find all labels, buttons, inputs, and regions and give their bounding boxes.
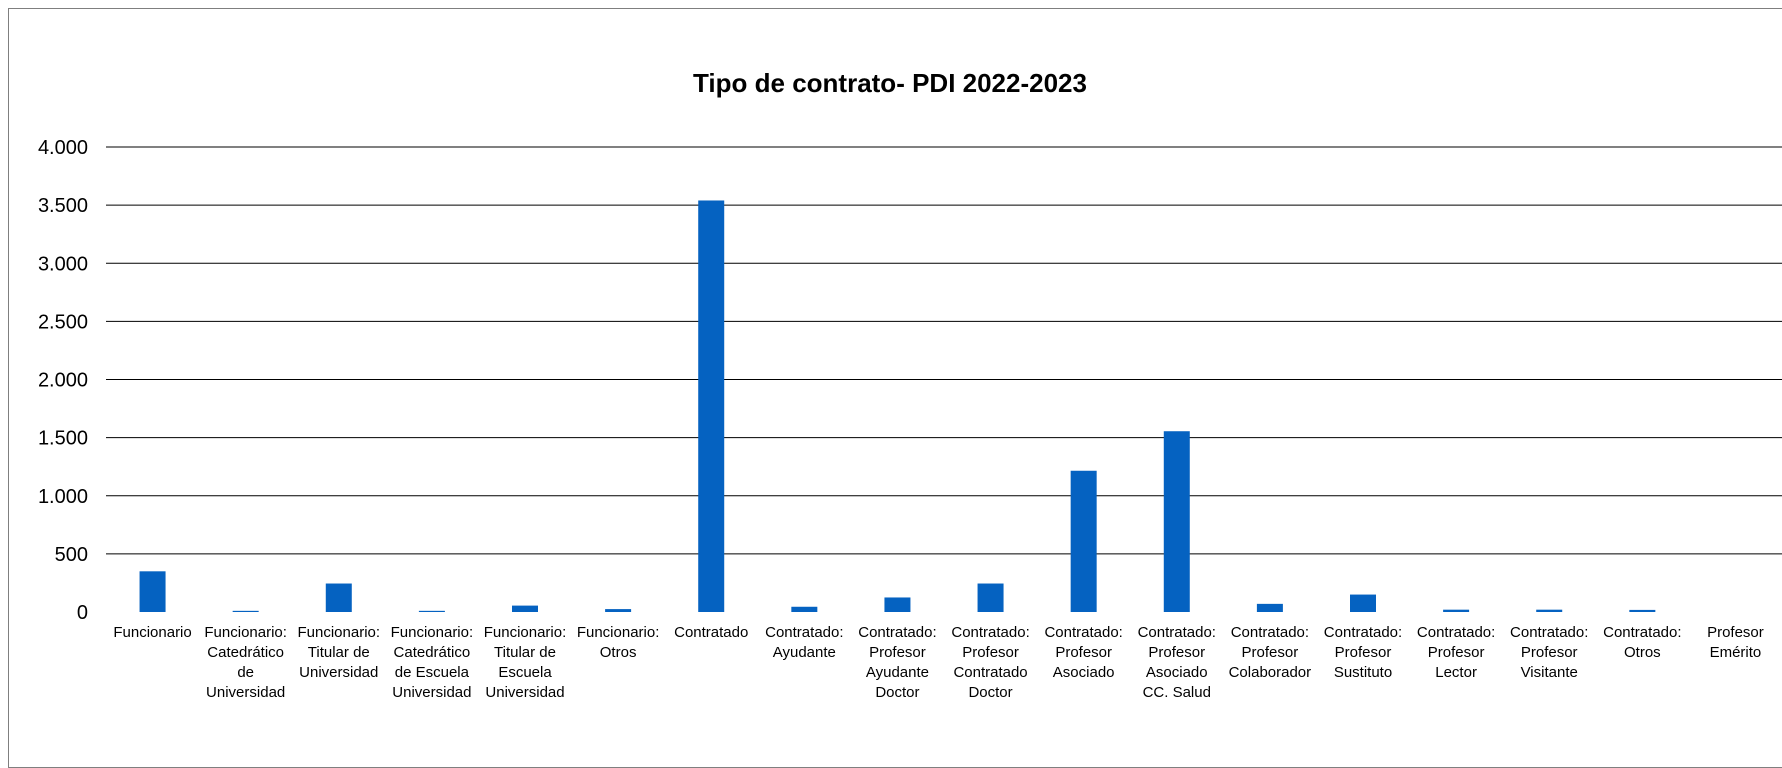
x-tick-label: Funcionario: Titular de Universidad — [298, 624, 381, 681]
x-tick-label: Contratado: Ayudante — [765, 624, 843, 661]
y-tick-label: 3.500 — [38, 195, 88, 217]
bar — [325, 583, 352, 612]
gridlines — [106, 146, 1782, 555]
bar — [139, 571, 166, 612]
y-tick-label: 2.500 — [38, 311, 88, 333]
x-tick-label: Contratado: Profesor Contratado Doctor — [951, 624, 1029, 701]
x-tick-label: Contratado: Profesor Lector — [1417, 624, 1495, 681]
x-tick-label: Contratado: Profesor Visitante — [1510, 624, 1588, 681]
bar — [884, 597, 911, 612]
bar — [512, 605, 538, 612]
x-tick-label: Contratado: Profesor Asociado CC. Salud — [1138, 624, 1216, 701]
bar — [1163, 431, 1190, 612]
x-tick-label: Contratado: Profesor Asociado — [1044, 624, 1122, 681]
x-tick-label: Contratado: Otros — [1603, 624, 1681, 661]
bar — [1443, 609, 1470, 612]
bar — [1629, 609, 1656, 612]
x-tick-label: Contratado — [674, 624, 748, 641]
bar — [1350, 594, 1376, 612]
x-tick-label: Funcionario: Titular de Escuela Universidad — [484, 624, 567, 701]
x-tick-label: Funcionario — [113, 624, 191, 641]
bar — [1256, 603, 1283, 612]
bar — [605, 609, 632, 612]
bars — [139, 200, 1656, 612]
y-tick-label: 1.500 — [38, 428, 88, 450]
x-axis-tick-labels: Funcionario Funcionario: Catedrático de Univ… — [113, 624, 1763, 701]
bar — [1536, 609, 1563, 612]
x-tick-label: Contratado: Profesor Sustituto — [1324, 624, 1402, 681]
y-tick-label: 1.000 — [38, 486, 88, 508]
y-tick-label: 2.000 — [38, 370, 88, 392]
y-tick-label: 500 — [55, 544, 88, 566]
y-tick-label: 3.000 — [38, 253, 88, 275]
x-tick-label: Contratado: Profesor Colaborador — [1229, 624, 1312, 681]
x-tick-label: Funcionario: Otros — [577, 624, 660, 661]
chart-title: Tipo de contrato- PDI 2022-2023 — [693, 68, 1087, 98]
bar — [698, 200, 725, 612]
bar — [1070, 470, 1097, 612]
x-tick-label: Funcionario: Catedrático de Universidad — [204, 624, 287, 701]
x-tick-label: Contratado: Profesor Ayudante Doctor — [858, 624, 936, 701]
x-tick-label: Profesor Emérito — [1707, 624, 1764, 661]
bar — [791, 606, 818, 612]
bar — [232, 610, 259, 612]
y-tick-label: 4.000 — [38, 137, 88, 159]
bar — [977, 583, 1004, 612]
x-tick-label: Funcionario: Catedrático de Escuela Univers… — [391, 624, 474, 701]
y-tick-label: 0 — [77, 602, 88, 624]
y-axis-tick-labels: 0 500 1.000 1.500 2.000 2.500 3.000 3.500 4.000 — [38, 137, 88, 624]
bar — [418, 610, 445, 612]
